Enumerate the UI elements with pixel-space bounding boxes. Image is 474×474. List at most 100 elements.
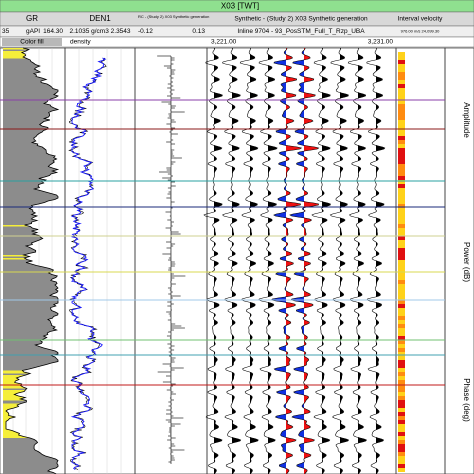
gr-fill: [3, 351, 58, 353]
gr-fill: [3, 103, 51, 105]
gr-fill: [3, 202, 45, 204]
velocity-cell: [398, 336, 405, 340]
velocity-cell: [398, 108, 405, 112]
gr-fill: [3, 264, 37, 266]
velocity-cell: [398, 52, 405, 56]
velocity-cell: [398, 284, 405, 288]
velocity-cell: [398, 88, 405, 92]
scale-min: 35: [2, 28, 10, 35]
gr-fill: [3, 306, 56, 308]
gr-fill: [3, 181, 44, 183]
gr-fill: [3, 382, 22, 384]
gr-fill: [3, 444, 36, 446]
gr-fill: [3, 189, 41, 191]
velocity-cell: [398, 304, 405, 308]
gr-fill: [3, 105, 52, 107]
gr-fill: [3, 471, 54, 473]
gr-fill: [3, 270, 54, 272]
gr-fill: [3, 66, 40, 68]
gr-fill: [3, 355, 56, 357]
gr-fill: [3, 144, 38, 146]
gr-fill: [3, 82, 48, 84]
velocity-cell: [398, 424, 405, 428]
gr-fill: [3, 381, 16, 383]
scale: 976.00 m/s 24,099.30: [401, 29, 440, 34]
velocity-cell: [398, 64, 405, 68]
gr-fill: [3, 352, 58, 354]
gr-fill: [3, 154, 56, 156]
gr-fill: [3, 195, 58, 197]
gr-fill: [3, 100, 48, 102]
gr-fill: [3, 342, 43, 344]
gr-fill: [3, 370, 24, 372]
gr-fill: [3, 256, 30, 258]
wiggle-trace: [347, 47, 367, 474]
gr-fill: [3, 450, 39, 452]
gr-fill: [3, 421, 6, 423]
gr-fill: [3, 448, 35, 450]
gr-fill: [3, 442, 38, 444]
gr-fill: [3, 199, 55, 201]
gr-fill: [3, 67, 37, 69]
velocity-cell: [398, 256, 405, 260]
side-label: Phase (deg): [462, 378, 471, 422]
gr-fill: [3, 240, 40, 242]
gr-fill: [3, 193, 57, 195]
fill-row: [0, 36, 474, 48]
track-name: DEN1: [89, 14, 111, 23]
gr-fill: [3, 336, 47, 338]
gr-fill: [3, 424, 6, 426]
gr-fill: [3, 441, 38, 443]
velocity-cell: [398, 260, 405, 264]
gr-fill: [3, 277, 56, 279]
velocity-cell: [398, 84, 405, 88]
gr-fill: [3, 435, 24, 437]
velocity-cell: [398, 380, 405, 384]
velocity-cell: [398, 444, 405, 448]
gr-fill: [3, 142, 38, 144]
gr-fill: [3, 139, 36, 141]
velocity-cell: [398, 360, 405, 364]
gr-fill: [3, 138, 35, 140]
gr-fill: [3, 79, 47, 81]
gr-fill: [3, 303, 58, 305]
gr-fill: [3, 327, 56, 329]
velocity-cell: [398, 92, 405, 96]
velocity-cell: [398, 76, 405, 80]
gr-fill: [3, 246, 30, 248]
gr-fill: [3, 223, 32, 225]
velocity-cell: [398, 272, 405, 276]
gr-fill: [3, 238, 43, 240]
velocity-cell: [398, 320, 405, 324]
gr-fill: [3, 153, 49, 155]
scale: Inline 9704 - 93_PosSTM_Full_T_Rzp_UBA: [237, 28, 365, 35]
gr-fill: [3, 192, 52, 194]
gr-fill: [3, 243, 33, 245]
gr-fill: [3, 84, 50, 86]
gr-fill: [3, 315, 58, 317]
gr-fill: [3, 166, 53, 168]
gr-fill: [3, 463, 58, 465]
gr-fill: [3, 387, 27, 389]
gr-fill: [3, 358, 58, 360]
gr-fill: [3, 309, 52, 311]
velocity-cell: [398, 312, 405, 316]
gr-fill: [3, 295, 57, 297]
velocity-cell: [398, 328, 405, 332]
velocity-cell: [398, 196, 405, 200]
plot-area: [0, 47, 474, 474]
gr-fill: [3, 54, 26, 56]
gr-fill: [3, 372, 31, 374]
velocity-cell: [398, 244, 405, 248]
velocity-cell: [398, 316, 405, 320]
velocity-cell: [398, 460, 405, 464]
velocity-cell: [398, 168, 405, 172]
gr-fill: [3, 196, 58, 198]
wiggle-trace: [258, 48, 278, 474]
gr-fill: [3, 75, 37, 77]
velocity-cell: [398, 116, 405, 120]
velocity-cell: [398, 332, 405, 336]
gr-fill: [3, 282, 58, 284]
velocity-cell: [398, 200, 405, 204]
gr-fill: [3, 453, 43, 455]
